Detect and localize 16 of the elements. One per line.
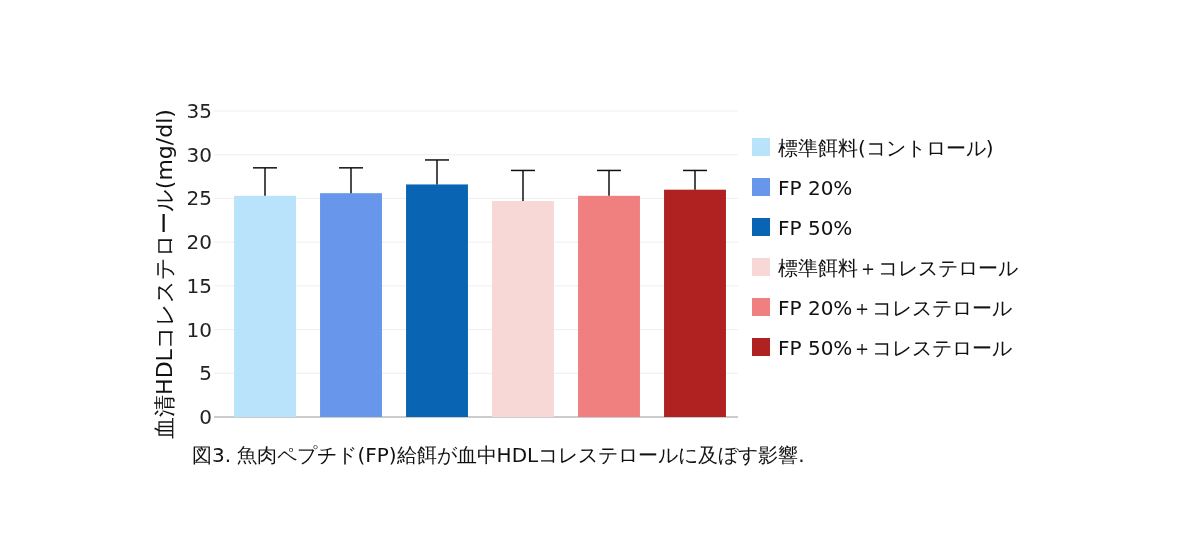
legend-label: FP 50% bbox=[778, 216, 853, 240]
y-tick-label: 20 bbox=[186, 230, 212, 255]
legend-label: FP 50%＋コレステロール bbox=[778, 336, 1013, 360]
y-tick-label: 0 bbox=[199, 405, 212, 429]
legend-label: FP 20%＋コレステロール bbox=[778, 296, 1013, 320]
y-tick-label: 5 bbox=[199, 361, 212, 386]
legend-label: FP 20% bbox=[778, 176, 853, 200]
y-tick-label: 10 bbox=[186, 317, 212, 342]
y-axis-title: 血清HDLコレステロール(mg/dl) bbox=[152, 109, 177, 439]
y-tick-label: 30 bbox=[186, 142, 212, 167]
legend-label: 標準餌料(コントロール) bbox=[778, 136, 994, 160]
y-tick-label: 25 bbox=[186, 186, 212, 211]
y-tick-label: 15 bbox=[186, 273, 212, 298]
caption: 図3. 魚肉ペプチド(FP)給餌が血中HDLコレステロールに及ぼす影響. bbox=[192, 443, 805, 467]
y-tick-label: 35 bbox=[186, 99, 212, 123]
legend-label: 標準餌料＋コレステロール bbox=[778, 256, 1018, 280]
